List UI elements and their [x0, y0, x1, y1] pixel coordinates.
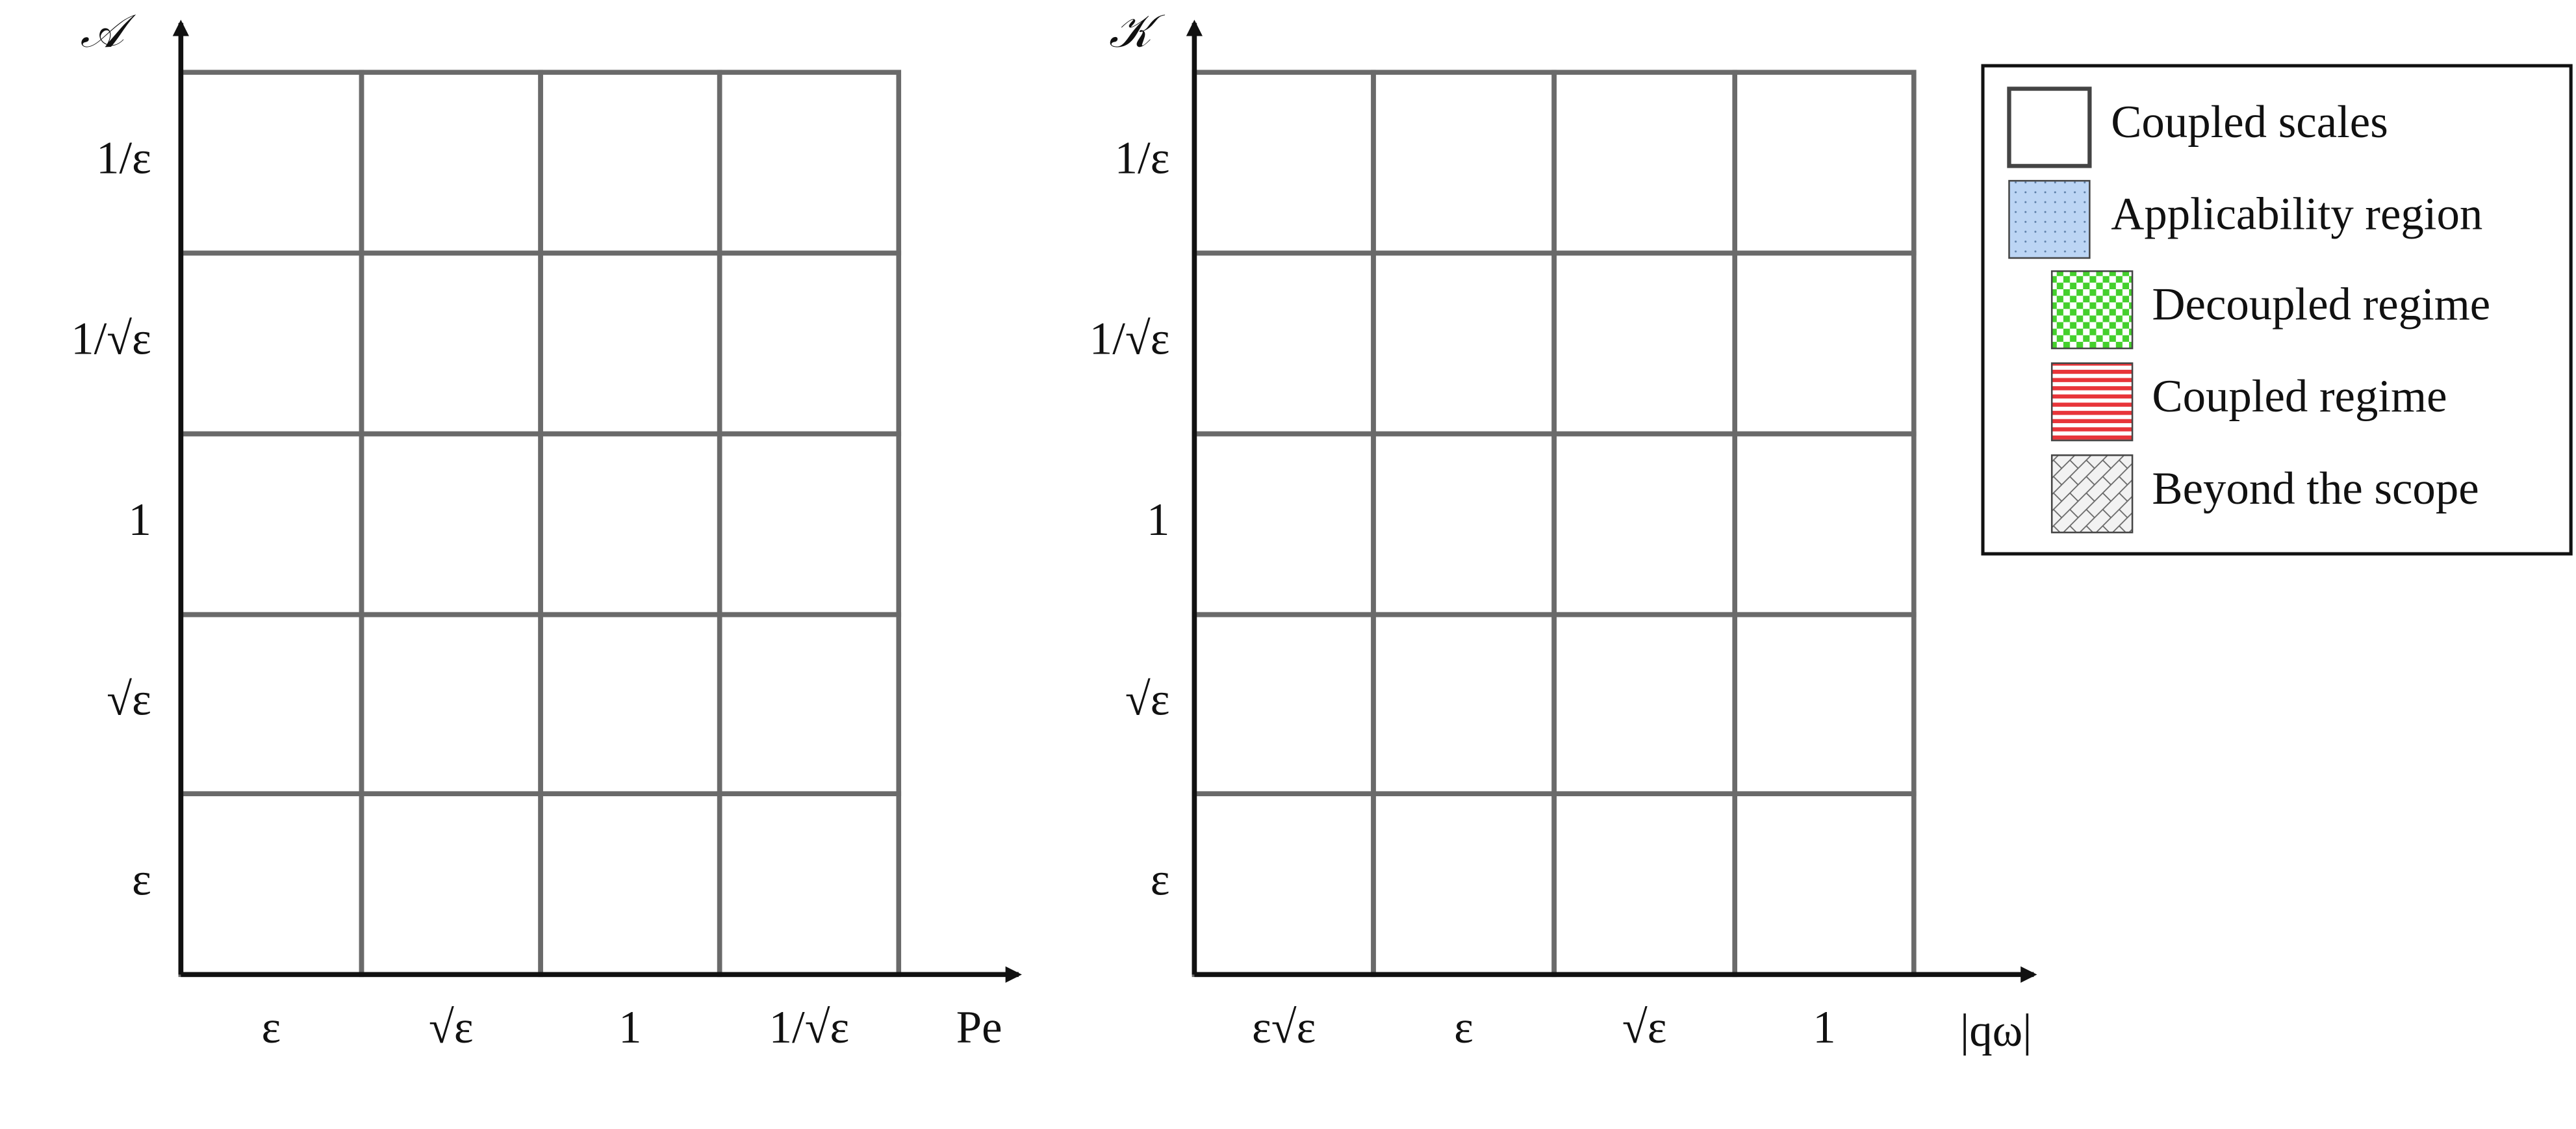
row-label: 1 [1147, 495, 1169, 545]
grid-cell [1551, 791, 1738, 978]
legend-swatch [2007, 86, 2092, 168]
grid-cell [717, 431, 902, 617]
grid-cell [1192, 612, 1376, 797]
grid-cell [538, 431, 722, 617]
column-label: √ε [429, 1002, 474, 1053]
column-label: 1 [1813, 1002, 1835, 1053]
column-label: √ε [1622, 1002, 1667, 1053]
row-label: ε [1151, 855, 1170, 905]
row-label: √ε [107, 675, 151, 725]
grid-cell [1371, 70, 1557, 256]
grid-cell [359, 791, 543, 978]
grid-cell [359, 250, 543, 437]
grid-cell [178, 250, 364, 437]
grid-cell [538, 612, 722, 797]
column-label: ε [1454, 1002, 1473, 1053]
grid-cell [538, 791, 722, 978]
grid-cell [717, 791, 902, 978]
grid-cell [178, 612, 364, 797]
grid-cell [359, 612, 543, 797]
column-label: ε√ε [1252, 1002, 1316, 1053]
grid-cell [1732, 70, 1917, 256]
x-axis-label: |qω| [1960, 1006, 2032, 1056]
x-axis-label: Pe [956, 1002, 1002, 1053]
legend-swatch [2008, 179, 2091, 259]
legend-swatch [2050, 454, 2134, 534]
grid-cell [1551, 70, 1738, 256]
grid-cell [1551, 612, 1738, 797]
grid-cell [1192, 250, 1376, 437]
grid-cell [1551, 431, 1738, 617]
grid-cell [178, 791, 364, 978]
column-label: 1 [618, 1002, 641, 1053]
column-label: 1/√ε [769, 1002, 850, 1053]
grid-cell [1371, 431, 1557, 617]
legend-label: Decoupled regime [2152, 279, 2490, 330]
row-label: 1/ε [96, 133, 151, 184]
grid-cell [359, 70, 543, 256]
row-label: 1/√ε [71, 314, 151, 365]
grid-cell [717, 70, 902, 256]
row-label: ε [132, 855, 151, 905]
grid-cell [1192, 431, 1376, 617]
row-label: 1/ε [1115, 133, 1170, 184]
row-label: √ε [1125, 675, 1170, 725]
grid-cell [717, 250, 902, 437]
grid-cell [1371, 250, 1557, 437]
y-axis-label: 𝒦 [1109, 6, 1166, 57]
grid-cell [1732, 791, 1917, 978]
legend-label: Applicability region [2111, 189, 2482, 240]
grid-cell [538, 70, 722, 256]
grid-cell [1371, 791, 1557, 978]
legend-label: Coupled regime [2152, 371, 2447, 422]
grid-cell [1732, 250, 1917, 437]
legend-swatch [2050, 270, 2134, 350]
grid-cell [359, 431, 543, 617]
legend-label: Coupled scales [2111, 97, 2388, 148]
row-label: 1 [128, 495, 151, 545]
legend-swatch [2050, 362, 2134, 441]
grid-cell [717, 612, 902, 797]
grid-cell [178, 70, 364, 256]
grid-cell [1732, 612, 1917, 797]
grid-cell [1192, 791, 1376, 978]
y-axis-label: 𝒜 [81, 6, 136, 57]
grid-cell [538, 250, 722, 437]
column-label: ε [262, 1002, 281, 1053]
grid-cell [1551, 250, 1738, 437]
row-label: 1/√ε [1090, 314, 1170, 365]
grid-cell [1192, 70, 1376, 256]
grid-cell [1371, 612, 1557, 797]
grid-cell [1732, 431, 1917, 617]
grid-cell [178, 431, 364, 617]
legend-label: Beyond the scope [2152, 463, 2479, 514]
